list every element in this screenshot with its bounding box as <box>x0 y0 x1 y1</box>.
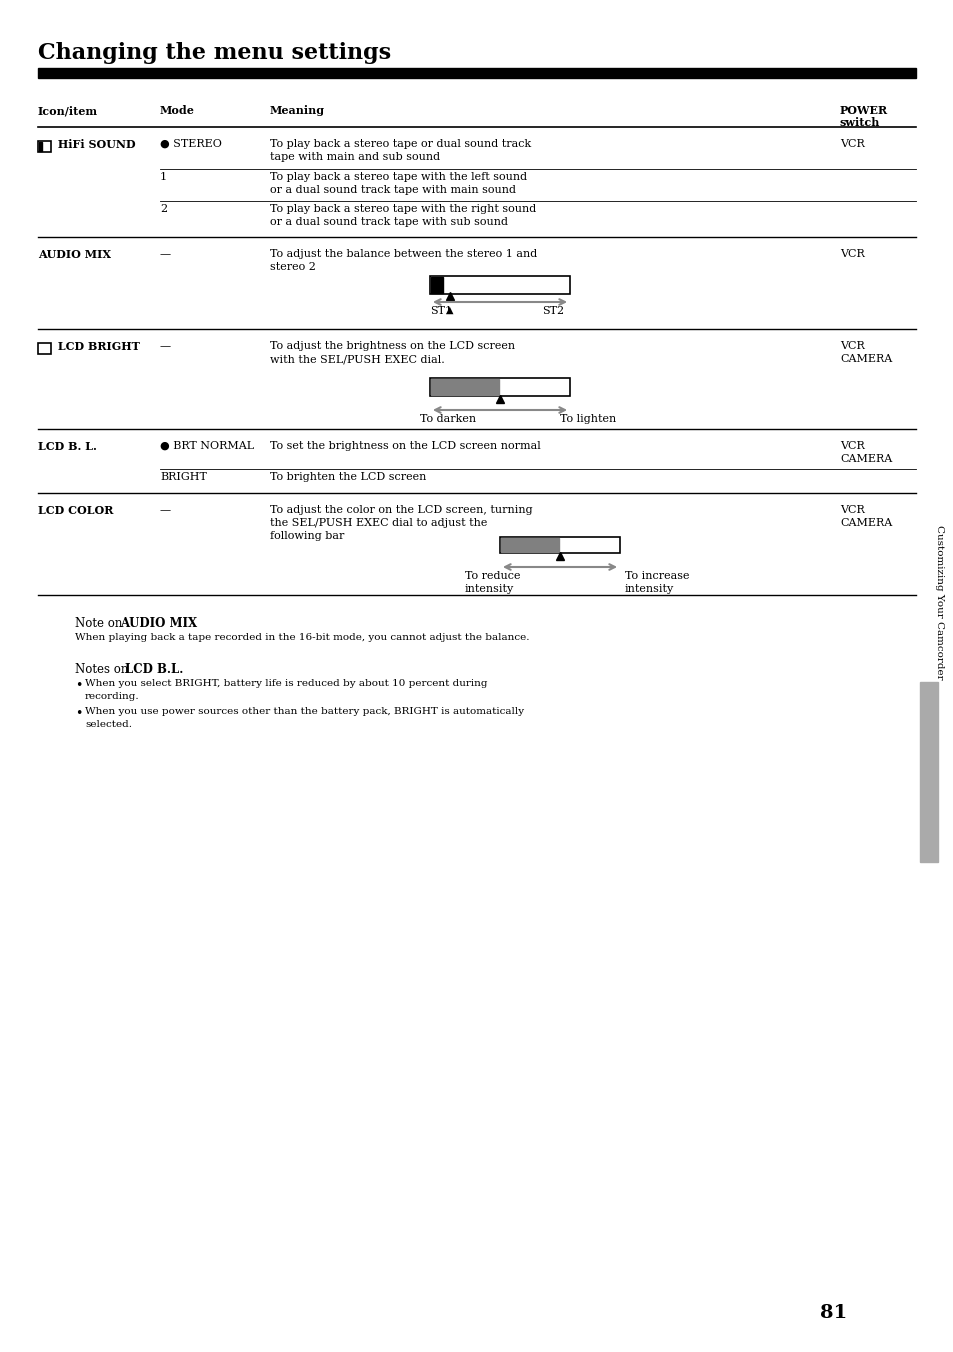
Bar <box>430 276 569 293</box>
Bar <box>500 538 558 552</box>
Bar <box>430 379 569 396</box>
Text: To play back a stereo tape or dual sound track: To play back a stereo tape or dual sound… <box>270 139 531 149</box>
Text: To adjust the color on the LCD screen, turning: To adjust the color on the LCD screen, t… <box>270 506 532 515</box>
Text: BRIGHT: BRIGHT <box>160 472 207 483</box>
Text: •: • <box>75 707 82 721</box>
Text: To adjust the brightness on the LCD screen: To adjust the brightness on the LCD scre… <box>270 341 515 352</box>
Text: To lighten: To lighten <box>559 414 616 425</box>
Text: CAMERA: CAMERA <box>840 454 891 464</box>
Text: switch: switch <box>840 118 880 128</box>
Text: LCD B.L.: LCD B.L. <box>125 662 183 676</box>
Text: To increase: To increase <box>624 571 689 581</box>
Text: or a dual sound track tape with main sound: or a dual sound track tape with main sou… <box>270 185 516 195</box>
Text: with the SEL/PUSH EXEC dial.: with the SEL/PUSH EXEC dial. <box>270 354 444 364</box>
Text: intensity: intensity <box>464 584 514 594</box>
Text: 81: 81 <box>820 1303 846 1322</box>
Text: To play back a stereo tape with the left sound: To play back a stereo tape with the left… <box>270 172 527 183</box>
Text: To brighten the LCD screen: To brighten the LCD screen <box>270 472 426 483</box>
Text: stereo 2: stereo 2 <box>270 262 315 272</box>
Text: —: — <box>160 341 171 352</box>
Text: When you use power sources other than the battery pack, BRIGHT is automatically: When you use power sources other than th… <box>85 707 523 717</box>
Text: To set the brightness on the LCD screen normal: To set the brightness on the LCD screen … <box>270 441 540 452</box>
Text: tape with main and sub sound: tape with main and sub sound <box>270 151 439 162</box>
Text: Changing the menu settings: Changing the menu settings <box>38 42 391 64</box>
Bar <box>39 142 42 151</box>
Bar <box>38 141 51 151</box>
Text: Mode: Mode <box>160 105 194 116</box>
Text: POWER: POWER <box>840 105 887 116</box>
Text: VCR: VCR <box>840 341 863 352</box>
Text: selected.: selected. <box>85 721 132 729</box>
Text: LCD BRIGHT: LCD BRIGHT <box>54 341 140 352</box>
Text: ● STEREO: ● STEREO <box>160 139 222 149</box>
Text: LCD B. L.: LCD B. L. <box>38 441 97 452</box>
Text: —: — <box>160 506 171 515</box>
Text: —: — <box>160 249 171 260</box>
Text: HiFi SOUND: HiFi SOUND <box>54 139 135 150</box>
Text: •: • <box>75 679 82 692</box>
Text: LCD COLOR: LCD COLOR <box>38 506 113 516</box>
Bar <box>431 277 442 293</box>
Text: VCR: VCR <box>840 506 863 515</box>
Text: ▲: ▲ <box>446 306 453 315</box>
Text: To reduce: To reduce <box>464 571 520 581</box>
Text: ● BRT NORMAL: ● BRT NORMAL <box>160 441 253 452</box>
Text: the SEL/PUSH EXEC dial to adjust the: the SEL/PUSH EXEC dial to adjust the <box>270 518 487 529</box>
Text: 1: 1 <box>160 172 167 183</box>
Bar <box>919 681 937 863</box>
Text: 2: 2 <box>160 204 167 214</box>
Text: AUDIO MIX: AUDIO MIX <box>120 617 197 630</box>
Text: To darken: To darken <box>419 414 476 425</box>
Bar <box>38 68 915 78</box>
Text: When playing back a tape recorded in the 16-bit mode, you cannot adjust the bala: When playing back a tape recorded in the… <box>75 633 529 642</box>
Text: or a dual sound track tape with sub sound: or a dual sound track tape with sub soun… <box>270 218 507 227</box>
Text: Icon/item: Icon/item <box>38 105 98 116</box>
Text: Meaning: Meaning <box>270 105 325 116</box>
Text: Customizing Your Camcorder: Customizing Your Camcorder <box>935 525 943 679</box>
Text: recording.: recording. <box>85 692 139 700</box>
Text: AUDIO MIX: AUDIO MIX <box>38 249 111 260</box>
Text: CAMERA: CAMERA <box>840 354 891 364</box>
Text: ST2: ST2 <box>541 306 563 316</box>
Text: VCR: VCR <box>840 249 863 260</box>
Text: When you select BRIGHT, battery life is reduced by about 10 percent during: When you select BRIGHT, battery life is … <box>85 679 487 688</box>
Text: intensity: intensity <box>624 584 674 594</box>
Text: To adjust the balance between the stereo 1 and: To adjust the balance between the stereo… <box>270 249 537 260</box>
Text: Note on: Note on <box>75 617 126 630</box>
Text: To play back a stereo tape with the right sound: To play back a stereo tape with the righ… <box>270 204 536 214</box>
Bar <box>499 537 619 553</box>
Text: following bar: following bar <box>270 531 344 541</box>
Text: VCR: VCR <box>840 441 863 452</box>
Text: CAMERA: CAMERA <box>840 518 891 529</box>
Text: VCR: VCR <box>840 139 863 149</box>
Bar <box>431 379 498 395</box>
Text: Notes on: Notes on <box>75 662 132 676</box>
Text: ST1: ST1 <box>430 306 452 316</box>
Bar <box>38 343 51 354</box>
